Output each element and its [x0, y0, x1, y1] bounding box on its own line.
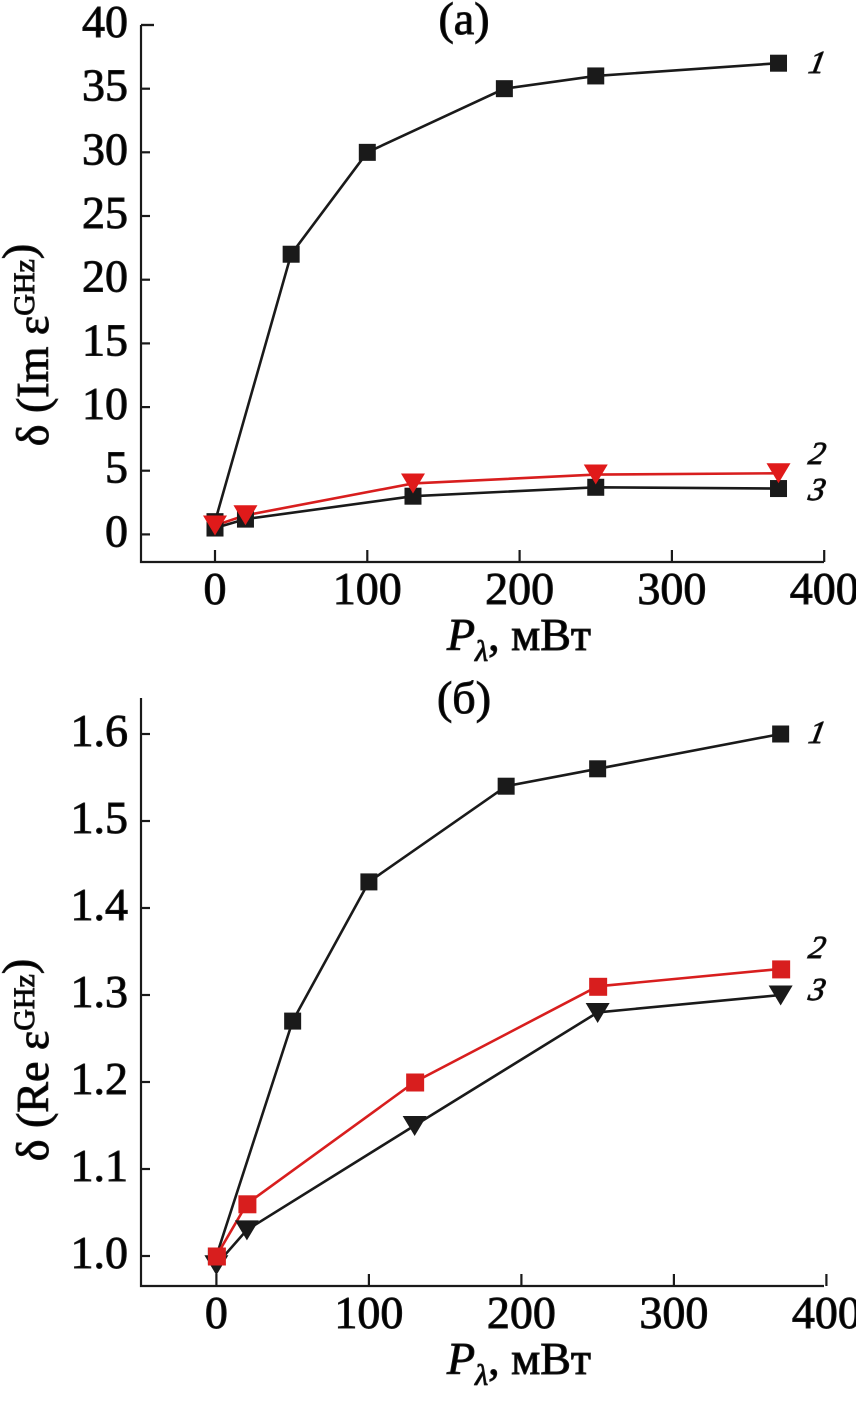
- svg-text:300: 300: [637, 563, 706, 614]
- svg-text:100: 100: [333, 563, 402, 614]
- svg-text:0: 0: [205, 1287, 228, 1338]
- svg-text:200: 200: [485, 563, 554, 614]
- svg-text:0: 0: [204, 563, 227, 614]
- svg-text:1.2: 1.2: [71, 1053, 129, 1104]
- svg-text:Pλ, мВт: Pλ, мВт: [446, 1333, 591, 1392]
- svg-text:1.1: 1.1: [71, 1140, 129, 1191]
- svg-text:(б): (б): [437, 672, 491, 723]
- svg-text:1.0: 1.0: [71, 1227, 129, 1278]
- svg-text:300: 300: [639, 1287, 708, 1338]
- svg-text:1.3: 1.3: [71, 966, 129, 1017]
- svg-text:400: 400: [790, 563, 856, 614]
- svg-text:1.6: 1.6: [71, 705, 129, 756]
- svg-text:20: 20: [82, 251, 128, 302]
- svg-text:5: 5: [105, 442, 128, 493]
- svg-text:400: 400: [792, 1287, 856, 1338]
- svg-text:1.5: 1.5: [71, 792, 129, 843]
- svg-text:100: 100: [334, 1287, 403, 1338]
- svg-text:35: 35: [82, 60, 128, 111]
- svg-text:25: 25: [82, 187, 128, 238]
- svg-text:200: 200: [487, 1287, 556, 1338]
- svg-text:0: 0: [105, 505, 128, 556]
- svg-text:1.4: 1.4: [71, 879, 129, 930]
- svg-text:10: 10: [82, 378, 128, 429]
- svg-text:40: 40: [82, 0, 128, 47]
- svg-text:Pλ, мВт: Pλ, мВт: [446, 609, 591, 668]
- svg-text:(a): (a): [438, 0, 489, 44]
- svg-text:30: 30: [82, 123, 128, 174]
- svg-text:15: 15: [82, 314, 128, 365]
